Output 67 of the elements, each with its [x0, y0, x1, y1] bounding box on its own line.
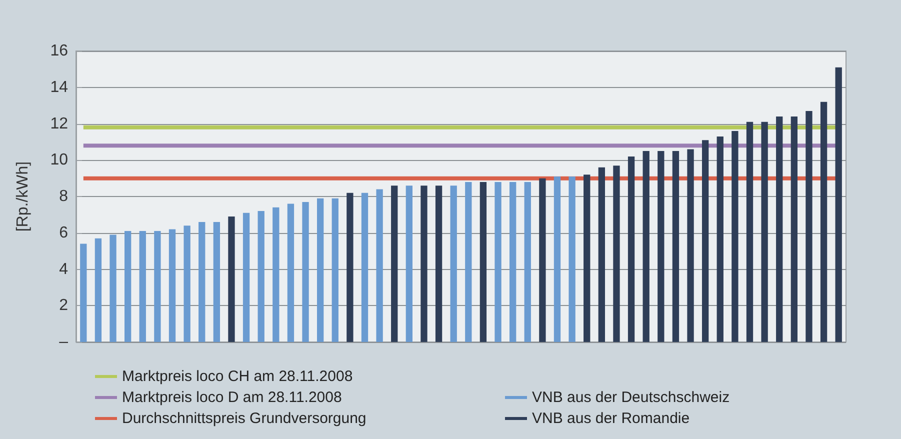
bar: [376, 189, 383, 342]
bar: [790, 116, 798, 342]
bar: [168, 229, 176, 342]
bar: [287, 204, 294, 342]
bar: [94, 238, 102, 342]
bar: [658, 151, 664, 342]
y-axis-title: [Rp./kWh]: [14, 161, 32, 232]
legend-label: VNB aus der Romandie: [532, 410, 690, 427]
bar: [332, 198, 338, 342]
bar: [835, 67, 842, 342]
bar: [346, 192, 354, 342]
bar: [213, 222, 220, 342]
bar: [124, 231, 132, 342]
bar: [258, 211, 264, 342]
bar: [406, 186, 413, 342]
y-tick-label: 14: [50, 78, 68, 96]
bar: [465, 182, 472, 342]
y-tick-label: 10: [50, 152, 68, 169]
bar: [820, 102, 828, 342]
bar: [494, 182, 502, 342]
bar: [316, 198, 324, 342]
bar: [613, 166, 620, 342]
bar: [598, 167, 606, 342]
bar: [584, 174, 590, 342]
bar: [524, 182, 531, 342]
bar: [509, 182, 516, 342]
bar: [732, 131, 738, 342]
legend-label: Marktpreis loco D am 28.11.2008: [122, 389, 342, 406]
bar: [184, 226, 190, 342]
bar: [568, 176, 576, 342]
bar: [272, 207, 280, 342]
bar: [154, 231, 161, 342]
bar: [687, 149, 694, 342]
bar: [554, 176, 561, 342]
bar: [435, 186, 442, 342]
bar: [361, 192, 368, 342]
bar: [806, 111, 812, 342]
y-tick-label: 16: [50, 42, 68, 60]
bar: [302, 202, 309, 342]
bar: [391, 186, 398, 342]
bar: [642, 151, 650, 342]
y-tick-label: 12: [50, 115, 68, 132]
bar: [480, 182, 487, 342]
legend-label: Marktpreis loco CH am 28.11.2008: [122, 368, 353, 385]
bar: [80, 244, 87, 342]
y-tick-label: –: [59, 334, 68, 350]
bar: [776, 116, 783, 342]
bar: [110, 234, 116, 342]
y-tick-label: 6: [59, 224, 68, 242]
legend-label: Durchschnittspreis Grundversorgung: [122, 410, 366, 427]
bar: [420, 186, 428, 342]
y-tick-label: 2: [59, 297, 68, 314]
bar: [242, 212, 250, 342]
legend-label: VNB aus der Deutschschweiz: [532, 389, 730, 406]
bar: [198, 222, 206, 342]
bar: [450, 186, 457, 342]
bar: [746, 122, 754, 342]
y-tick-label: 4: [59, 260, 68, 278]
y-tick-label: 8: [59, 188, 68, 205]
bar: [672, 151, 680, 342]
bar: [761, 122, 768, 342]
bar: [539, 178, 546, 342]
bar: [716, 136, 724, 342]
bar: [628, 156, 635, 342]
bar: [139, 231, 146, 342]
bar: [228, 216, 235, 342]
bar: [702, 140, 709, 342]
